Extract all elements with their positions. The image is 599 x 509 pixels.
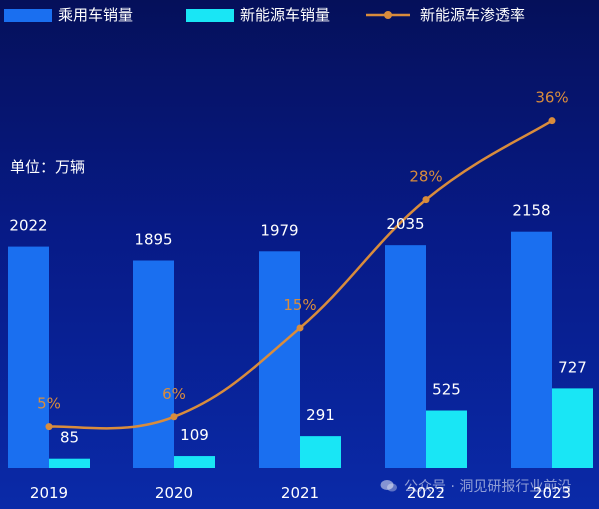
x-tick-label: 2023 [533,484,571,502]
line-point [170,413,178,421]
bar [300,436,341,468]
line-point [422,196,430,204]
bar [385,245,426,468]
legend-label: 乘用车销量 [58,6,133,24]
legend-marker [384,11,392,19]
line-point [548,117,556,125]
bar [511,231,552,468]
watermark-text: 公众号 · 洞见研报行业前沿 [404,479,572,495]
line-value-label: 5% [37,395,61,413]
wechat-icon [380,480,397,492]
legend-swatch [186,9,234,22]
bar [552,388,593,468]
x-tick-label: 2021 [281,484,319,502]
bar [259,251,300,468]
bar [133,260,174,468]
bar [49,458,90,468]
data-labels: 2022 1895 1979 2035 2158 85 109 291 525 727 5% 6% 15… [9,89,586,447]
legend-swatch [4,9,52,22]
bar [8,246,49,468]
bars [8,231,593,468]
line-path [48,119,553,430]
line-value-label: 15% [283,296,316,314]
bar-value-label: 525 [432,381,461,399]
line-value-label: 28% [409,168,442,186]
bar-value-label: 2022 [9,217,47,235]
bar [426,410,467,468]
line-point [296,324,304,332]
legend-label: 新能源车销量 [240,6,330,24]
line-point [45,423,53,431]
bar [174,456,215,468]
legend-label: 新能源车渗透率 [420,6,525,24]
bar-value-label: 85 [60,429,79,447]
x-tick-label: 2022 [407,484,445,502]
bar-value-label: 2158 [512,202,550,220]
watermark: 公众号 · 洞见研报行业前沿 [380,476,571,496]
bar-value-label: 727 [558,358,587,376]
bar-value-label: 109 [180,426,209,444]
line-series [45,117,556,431]
bar-value-label: 1895 [134,230,172,248]
x-tick-label: 2020 [155,484,193,502]
x-axis: 2019 2020 2021 2022 2023 [30,484,571,502]
line-value-label: 36% [535,89,568,107]
legend: 乘用车销量 新能源车销量 新能源车渗透率 [4,6,525,24]
bar-value-label: 2035 [386,215,424,233]
line-value-label: 6% [162,385,186,403]
bar-value-label: 291 [306,406,335,424]
unit-label: 单位：万辆 [10,158,86,176]
bar-value-label: 1979 [260,221,298,239]
x-tick-label: 2019 [30,484,68,502]
